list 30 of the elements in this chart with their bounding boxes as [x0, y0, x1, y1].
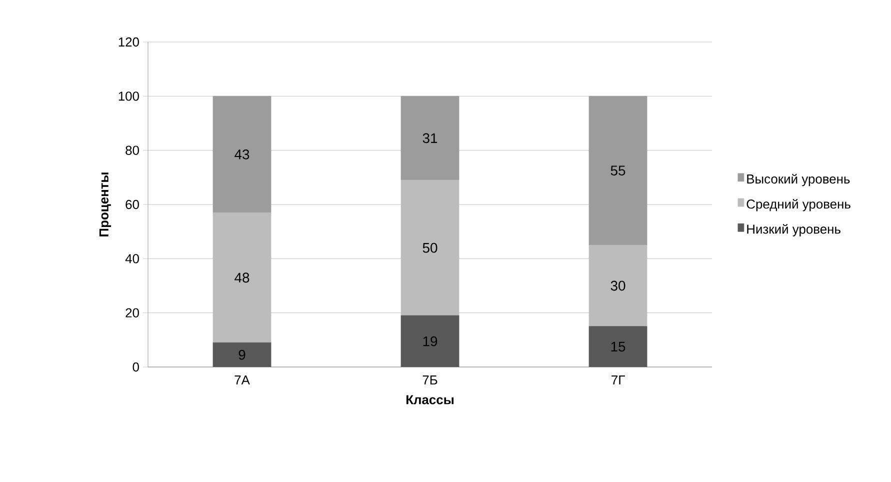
bar — [212, 96, 272, 213]
bar — [400, 180, 460, 316]
y-tick-label: 60 — [126, 200, 139, 210]
x-tick-label: 7Б — [422, 376, 438, 384]
bar — [400, 96, 460, 180]
y-tick-label: 40 — [125, 254, 139, 264]
bar — [212, 212, 272, 343]
x-tick-label: 7Г — [612, 376, 625, 384]
bar — [588, 96, 648, 246]
legend-label: Средний уровень — [746, 198, 850, 212]
y-tick-label: 20 — [126, 308, 139, 318]
x-axis-title: Классы — [406, 395, 454, 404]
y-tick-label: 0 — [132, 362, 139, 372]
y-tick-label: 80 — [126, 146, 139, 155]
data-label: 50 — [422, 242, 438, 253]
y-axis-title: Проценты — [99, 172, 112, 236]
legend-label: Низкий уровень — [747, 224, 840, 236]
y-tick-label: 120 — [118, 37, 139, 47]
data-label: 30 — [610, 280, 626, 291]
x-tick-label: 7А — [234, 376, 250, 384]
data-label: 43 — [234, 149, 250, 160]
y-tick-label: 100 — [118, 92, 139, 101]
data-label: 55 — [610, 166, 626, 176]
legend-label: Высокий уровень — [747, 174, 850, 186]
data-label: 48 — [234, 272, 250, 283]
bar — [588, 244, 648, 327]
data-label: 9 — [238, 350, 246, 360]
data-label: 31 — [422, 133, 438, 144]
data-label: 15 — [611, 342, 626, 352]
data-label: 19 — [423, 336, 438, 346]
